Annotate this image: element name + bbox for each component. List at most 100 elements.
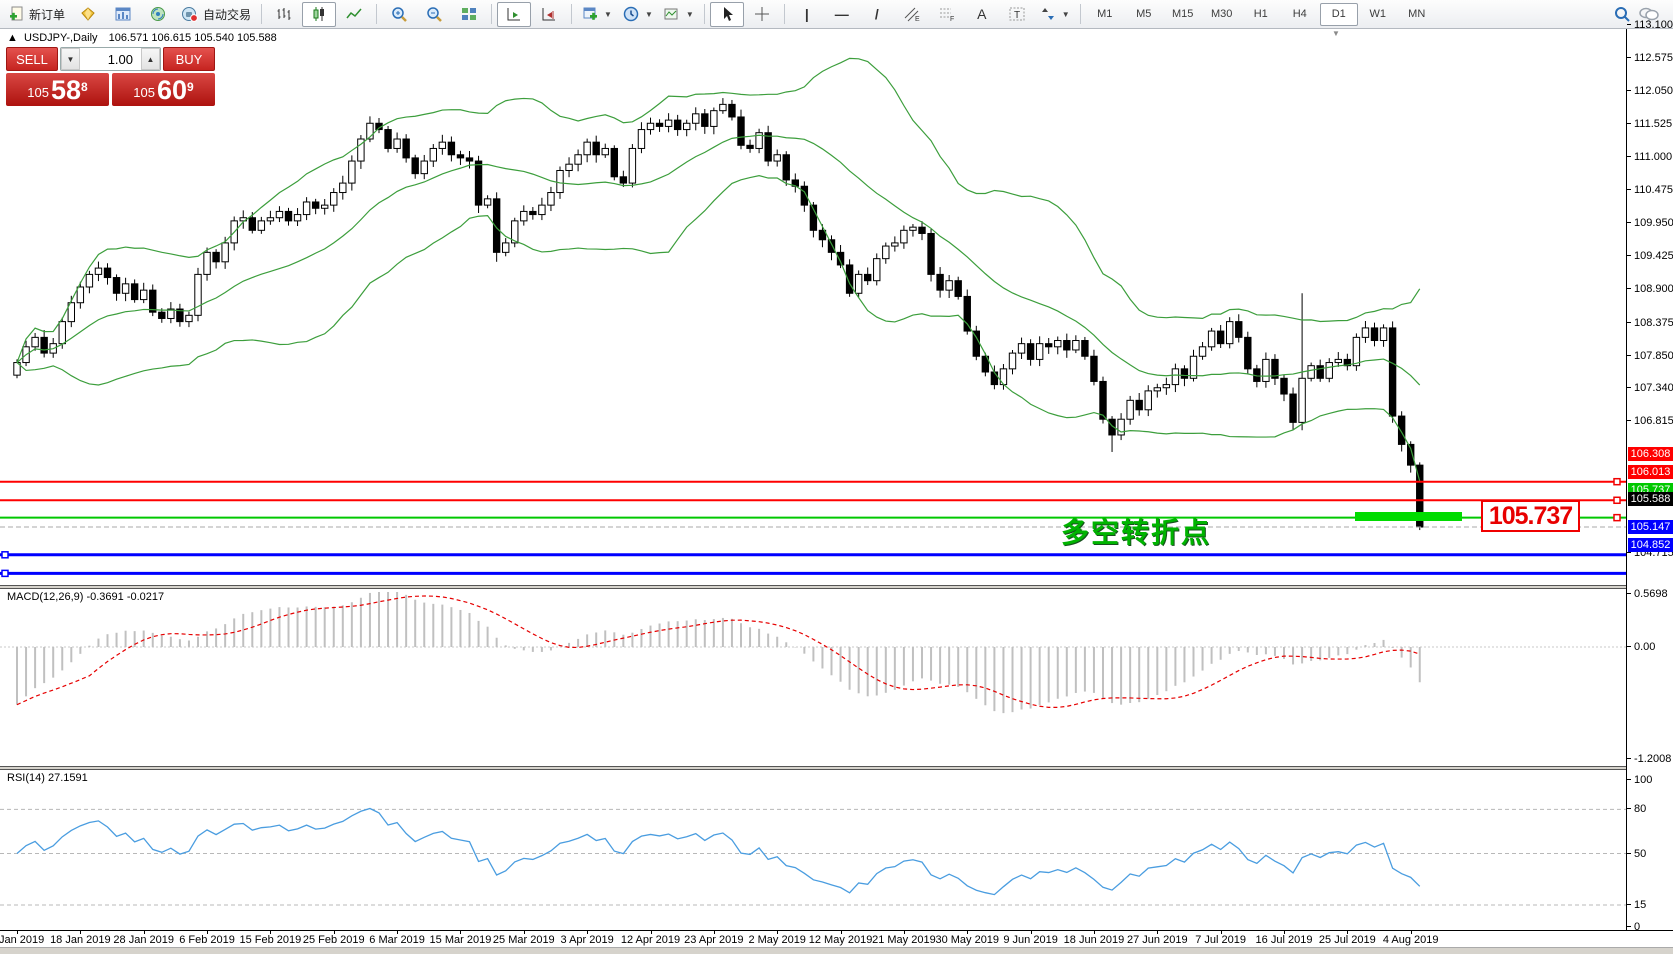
toolbar-separator xyxy=(703,4,705,24)
autotrading-icon xyxy=(182,7,198,22)
rsi-panel-canvas[interactable] xyxy=(0,770,1626,930)
zoom-out-icon xyxy=(426,7,442,22)
price-tick: 109.950 xyxy=(1627,217,1673,229)
one-click-trading-panel: SELL ▼ 1.00 ▲ BUY 105 58 8 105 60 9 xyxy=(6,47,215,106)
price-tick: 108.900 xyxy=(1627,283,1673,295)
symbol-period-label: USDJPY-,Daily xyxy=(23,32,98,44)
toolbar-separator xyxy=(261,4,263,24)
macd-label: MACD(12,26,9) -0.3691 -0.0217 xyxy=(7,591,165,603)
turning-point-annotation[interactable]: 多空转折点 xyxy=(1061,517,1212,548)
bar-chart-mode-button[interactable] xyxy=(267,2,301,27)
timeframe-h4[interactable]: H4 xyxy=(1292,8,1307,20)
data-window-button[interactable] xyxy=(106,2,140,27)
dropdown-arrow: ▼ xyxy=(644,9,653,19)
line-chart-icon xyxy=(346,8,362,19)
date-label: 28 Jan 2019 xyxy=(113,934,174,946)
date-tick xyxy=(1093,931,1095,934)
price-chart-canvas[interactable] xyxy=(0,29,1626,585)
timeframe-h1[interactable]: H1 xyxy=(1253,8,1268,20)
fibonacci-tool[interactable]: F xyxy=(930,2,964,27)
crosshair-tool-button[interactable] xyxy=(745,2,779,27)
chart-shift-icon xyxy=(542,8,556,21)
panel-separator[interactable] xyxy=(0,766,1673,770)
macd-panel-canvas[interactable] xyxy=(0,589,1626,766)
new-chart-button[interactable]: ▼ xyxy=(577,2,617,27)
profiles-button[interactable]: ▼ xyxy=(618,2,658,27)
timeframe-m30[interactable]: M30 xyxy=(1211,8,1233,20)
vertical-line-tool[interactable]: | xyxy=(790,2,824,27)
market-watch-button[interactable] xyxy=(71,2,105,27)
new-order-button[interactable]: 新订单 xyxy=(4,2,70,27)
timeframe-w1[interactable]: W1 xyxy=(1369,8,1386,20)
volume-input[interactable]: 1.00 xyxy=(107,51,133,67)
date-label: 15 Feb 2019 xyxy=(239,934,302,946)
collapse-marker-icon[interactable]: ▲ xyxy=(7,32,18,44)
text-tool[interactable]: A xyxy=(965,2,999,27)
rsi-axis-tick: 0 xyxy=(1627,921,1673,933)
candlestick-mode-button[interactable] xyxy=(302,1,337,27)
timeframe-m5[interactable]: M5 xyxy=(1136,8,1152,20)
zoom-in-button[interactable] xyxy=(382,2,416,27)
date-tick xyxy=(80,931,82,934)
date-label: 9 Jan 2019 xyxy=(0,934,45,946)
text-icon: A xyxy=(977,6,987,22)
timeframe-mn[interactable]: MN xyxy=(1408,8,1426,20)
sell-button[interactable]: SELL xyxy=(6,47,58,71)
zoom-out-button[interactable] xyxy=(417,2,451,27)
timeframe-d1[interactable]: D1 xyxy=(1319,2,1358,26)
volume-increase-button[interactable]: ▲ xyxy=(141,48,160,70)
community-chat-icon[interactable] xyxy=(1639,6,1659,22)
macd-axis-tick: 0.5698 xyxy=(1627,588,1673,600)
toolbar-separator xyxy=(491,4,493,24)
search-icon[interactable] xyxy=(1614,6,1631,22)
date-label: 7 Jul 2019 xyxy=(1195,934,1247,946)
tile-windows-button[interactable] xyxy=(452,2,486,27)
date-tick xyxy=(1157,931,1159,934)
ohlc-values: 106.571 106.615 105.540 105.588 xyxy=(108,32,277,44)
new-order-label: 新订单 xyxy=(29,7,66,22)
volume-decrease-button[interactable]: ▼ xyxy=(61,48,80,70)
timeframe-m15[interactable]: M15 xyxy=(1172,8,1194,20)
bar-chart-icon xyxy=(277,8,291,20)
date-label: 27 Jun 2019 xyxy=(1127,934,1188,946)
panel-separator[interactable] xyxy=(0,585,1673,589)
date-tick xyxy=(1030,931,1032,934)
price-axis[interactable]: 113.100 112.575 112.050 111.525 111.000 110.4… xyxy=(1626,19,1673,933)
chart-window-icon xyxy=(115,7,131,21)
sell-price-tile[interactable]: 105 58 8 xyxy=(6,73,109,106)
text-label-tool[interactable]: T xyxy=(1000,2,1034,27)
date-label: 16 Jul 2019 xyxy=(1255,934,1313,946)
line-chart-mode-button[interactable] xyxy=(337,2,371,27)
buy-button[interactable]: BUY xyxy=(163,47,215,71)
price-callout-label[interactable]: 105.737 xyxy=(1481,500,1580,532)
price-tick: 111.000 xyxy=(1627,151,1673,163)
price-tick: 112.050 xyxy=(1627,85,1673,97)
date-tick xyxy=(777,931,779,934)
auto-scroll-button[interactable] xyxy=(497,1,532,27)
date-label: 6 Feb 2019 xyxy=(179,934,235,946)
signals-button[interactable] xyxy=(141,2,175,27)
price-tick: 107.850 xyxy=(1627,350,1673,362)
indicators-button[interactable]: ▼ xyxy=(659,2,699,27)
chart-shift-button[interactable] xyxy=(532,2,566,27)
date-label: 4 Aug 2019 xyxy=(1382,934,1439,946)
vline-icon: | xyxy=(804,6,809,22)
trendline-tool[interactable]: / xyxy=(860,2,894,27)
cursor-tool-button[interactable] xyxy=(709,1,744,27)
date-label: 3 Apr 2019 xyxy=(560,934,614,946)
timeframe-m1[interactable]: M1 xyxy=(1097,8,1113,20)
highlight-rectangle-object[interactable] xyxy=(1355,512,1462,521)
chart-shift-marker[interactable]: ▼ xyxy=(1332,29,1340,38)
channel-tool[interactable]: E xyxy=(895,2,929,27)
toolbar-right xyxy=(1614,6,1669,22)
autotrading-button[interactable]: 自动交易 xyxy=(176,2,256,27)
date-tick xyxy=(650,931,652,934)
buy-price-tile[interactable]: 105 60 9 xyxy=(112,73,215,106)
date-tick xyxy=(967,931,969,934)
arrows-tool[interactable]: ▼ xyxy=(1035,2,1075,27)
text-label-icon: T xyxy=(1009,7,1025,21)
dropdown-arrow: ▼ xyxy=(1061,9,1070,19)
horizontal-line-tool[interactable]: — xyxy=(825,2,859,27)
new-chart-icon xyxy=(583,7,598,20)
